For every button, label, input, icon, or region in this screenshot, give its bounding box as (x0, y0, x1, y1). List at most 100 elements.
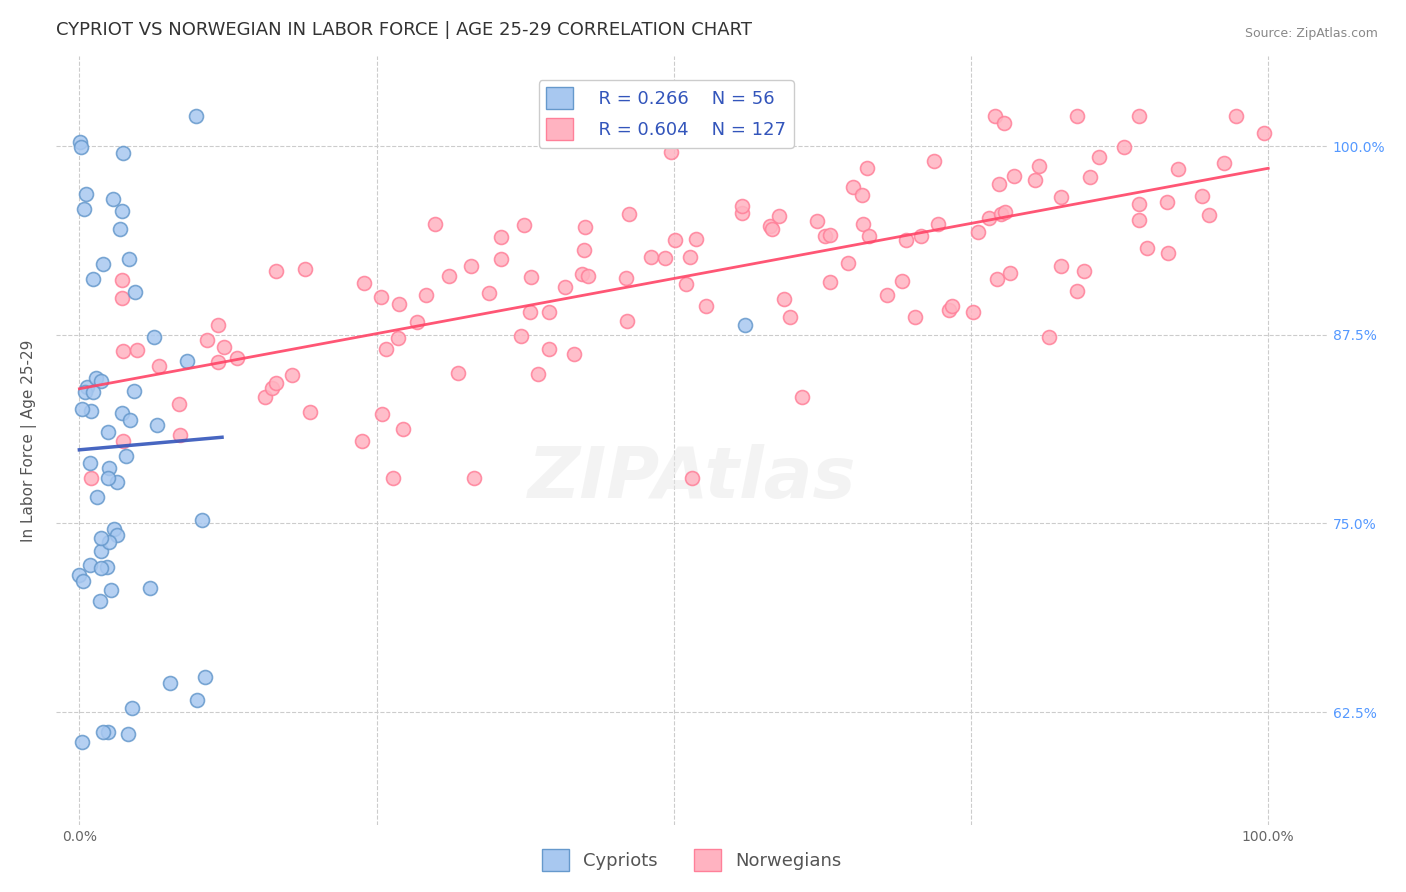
Point (1066, 109, 1088, 123)
Point (1112, 140, 1135, 154)
Point (84, 371, 107, 385)
Point (1049, 259, 1071, 273)
Point (818, 276, 841, 290)
Point (69, 567, 91, 582)
Point (387, 331, 409, 345)
Point (406, 315, 429, 329)
Point (111, 434, 134, 449)
Point (537, 342, 560, 356)
Point (97, 535, 120, 549)
Point (519, 305, 541, 319)
Point (1212, 156, 1234, 170)
Point (69, 135, 91, 149)
Point (105, 475, 128, 489)
Point (993, 116, 1015, 130)
Point (1167, 162, 1189, 177)
Point (80, 471, 103, 485)
Point (1157, 246, 1180, 260)
Point (734, 318, 756, 332)
Point (146, 417, 169, 432)
Point (617, 207, 640, 221)
Point (176, 354, 198, 368)
Point (353, 276, 375, 290)
Point (195, 333, 218, 347)
Point (190, 513, 212, 527)
Point (79, 456, 101, 470)
Point (478, 285, 501, 300)
Point (614, 271, 637, 285)
Point (371, 407, 394, 421)
Point (1078, 170, 1101, 185)
Point (1128, 197, 1150, 211)
Point (90, 531, 112, 545)
Point (86, 490, 108, 504)
Point (124, 285, 146, 299)
Point (1156, 194, 1178, 209)
Point (896, 233, 918, 247)
Point (370, 289, 392, 303)
Point (73, 385, 96, 400)
Point (984, 109, 1007, 123)
Point (1000, 266, 1022, 280)
Point (1136, 241, 1159, 255)
Point (904, 310, 927, 324)
Point (350, 434, 373, 449)
Point (1128, 109, 1150, 123)
Point (1038, 329, 1060, 343)
Point (381, 471, 404, 485)
Point (111, 406, 134, 420)
Point (1050, 190, 1073, 204)
Point (922, 153, 945, 168)
Point (664, 233, 686, 247)
Point (117, 727, 139, 741)
Point (640, 250, 662, 264)
Text: CYPRIOT VS NORWEGIAN IN LABOR FORCE | AGE 25-29 CORRELATION CHART: CYPRIOT VS NORWEGIAN IN LABOR FORCE | AG… (56, 21, 752, 39)
Point (574, 220, 596, 235)
Point (979, 211, 1001, 226)
Point (388, 297, 411, 311)
Point (103, 522, 125, 536)
Point (82, 272, 104, 286)
Point (281, 368, 304, 382)
Point (110, 222, 132, 236)
Point (112, 344, 135, 359)
Point (513, 218, 536, 232)
Point (852, 217, 875, 231)
Point (1225, 109, 1247, 123)
Point (526, 367, 548, 381)
Point (1198, 208, 1220, 222)
Point (675, 277, 697, 291)
Point (679, 250, 702, 264)
Text: Source: ZipAtlas.com: Source: ZipAtlas.com (1244, 27, 1378, 40)
Point (114, 449, 136, 463)
Point (186, 693, 208, 707)
Point (681, 471, 703, 485)
Point (538, 305, 561, 319)
Point (105, 527, 128, 541)
Point (110, 204, 132, 219)
Point (941, 299, 963, 313)
Point (415, 288, 437, 302)
Point (962, 305, 984, 319)
Point (70, 735, 93, 749)
Point (1066, 284, 1088, 298)
Point (616, 313, 638, 327)
Point (842, 179, 865, 194)
Point (96, 725, 118, 739)
Y-axis label: In Labor Force | Age 25-29: In Labor Force | Age 25-29 (21, 339, 37, 541)
Point (207, 355, 229, 369)
Point (425, 217, 447, 231)
Point (562, 347, 585, 361)
Point (90, 561, 112, 575)
Point (654, 251, 676, 265)
Point (101, 192, 124, 206)
Point (91, 725, 114, 739)
Point (110, 273, 132, 287)
Point (779, 310, 801, 325)
Point (460, 259, 482, 273)
Point (91, 257, 114, 271)
Point (266, 264, 288, 278)
Point (572, 244, 595, 258)
Point (118, 413, 141, 427)
Point (118, 252, 141, 266)
